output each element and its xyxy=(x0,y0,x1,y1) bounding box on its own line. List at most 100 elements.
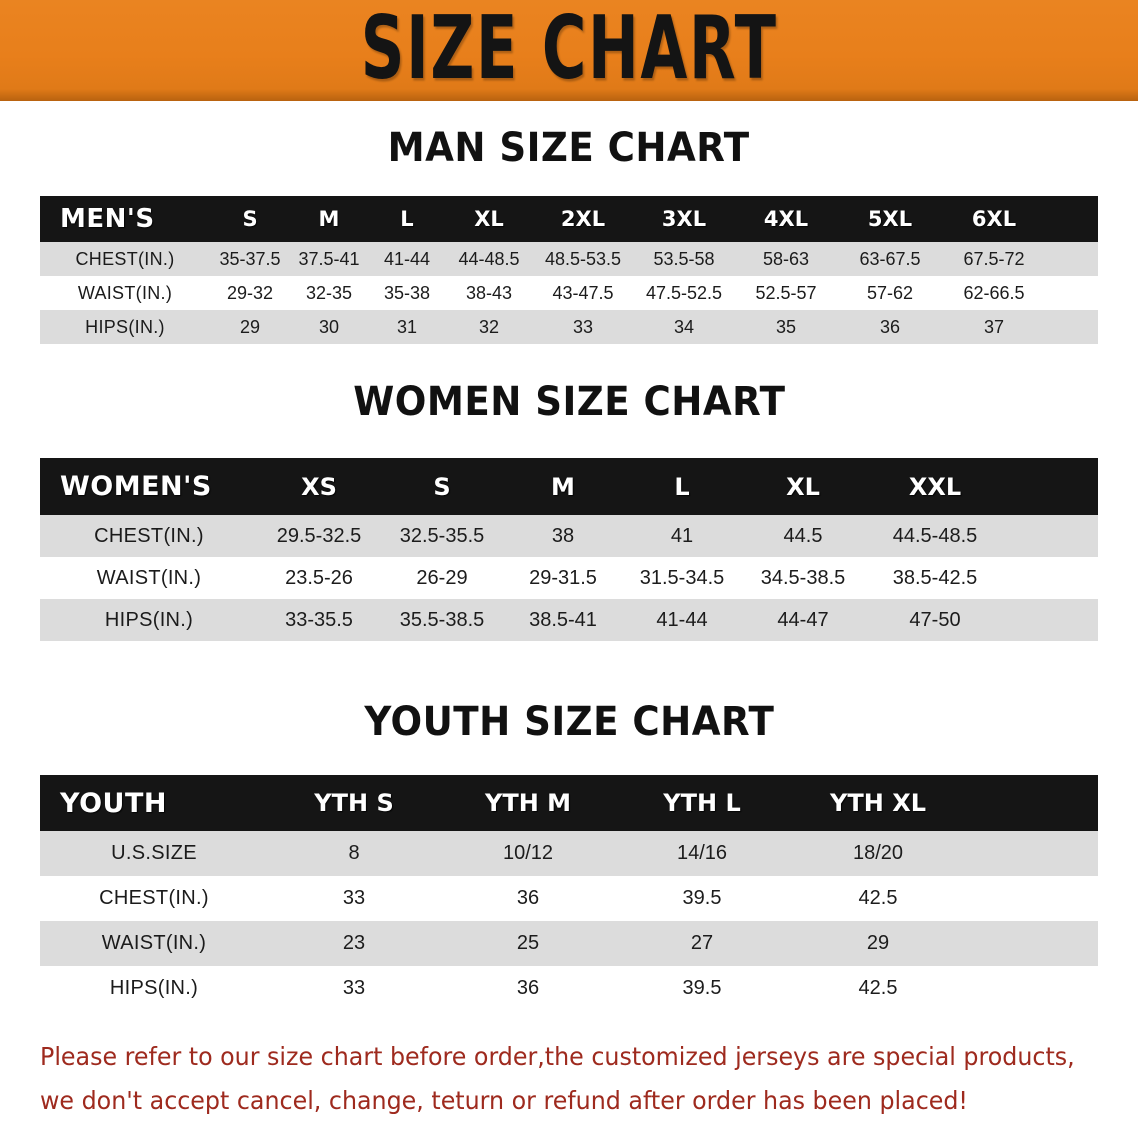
youth-col-header-yth-s: YTH S xyxy=(314,789,394,817)
women-chest-s: 32.5-35.5 xyxy=(399,524,485,547)
women-col-header-xxl: XXL xyxy=(908,472,962,501)
women-col-header-s: S xyxy=(433,472,451,501)
men-chest-l: 41-44 xyxy=(383,248,431,269)
men-chest-2xl: 48.5-53.5 xyxy=(544,248,622,269)
footer-disclaimer: Please refer to our size chart before or… xyxy=(40,1035,1100,1123)
men-chest-3xl: 53.5-58 xyxy=(653,248,715,269)
women-chest-spacer xyxy=(1006,515,1098,557)
men-col-header-m: M xyxy=(318,207,340,231)
youth-waist-yth-s: 23 xyxy=(342,932,366,954)
youth-chest-yth-m: 36 xyxy=(516,887,540,909)
men-chest-spacer xyxy=(1046,242,1098,276)
women-hips-xxl: 47-50 xyxy=(909,608,961,631)
youth-chest-spacer xyxy=(968,876,1098,921)
men-hips-2xl: 33 xyxy=(572,316,594,337)
table-row: WAIST(IN.) 23 25 27 29 xyxy=(40,921,1098,966)
women-row-label-waist: WAIST(IN.) xyxy=(96,566,202,589)
men-size-table: MEN'S S M L XL 2XL 3XL 4XL 5XL 6XL CHEST… xyxy=(40,196,1098,344)
youth-table-header-row: YOUTH YTH S YTH M YTH L YTH XL xyxy=(40,775,1098,831)
women-col-header-m: M xyxy=(551,472,575,501)
youth-col-header-yth-l: YTH L xyxy=(663,789,741,817)
men-hips-m: 30 xyxy=(318,316,340,337)
women-waist-s: 26-29 xyxy=(416,566,468,589)
men-hips-l: 31 xyxy=(396,316,418,337)
youth-col-header-yth-xl: YTH XL xyxy=(830,789,926,817)
men-waist-2xl: 43-47.5 xyxy=(552,282,614,303)
men-chest-xl: 44-48.5 xyxy=(458,248,520,269)
men-hips-5xl: 36 xyxy=(879,316,901,337)
men-col-header-spacer xyxy=(1046,196,1098,242)
men-hips-xl: 32 xyxy=(478,316,500,337)
youth-hips-yth-xl: 42.5 xyxy=(858,977,898,999)
man-section-title-text: MAN SIZE CHART xyxy=(388,125,750,171)
men-waist-spacer xyxy=(1046,276,1098,310)
youth-ussize-yth-m: 10/12 xyxy=(502,842,554,864)
women-section-title-text: WOMEN SIZE CHART xyxy=(352,379,786,425)
table-row: U.S.SIZE 8 10/12 14/16 18/20 xyxy=(40,831,1098,876)
men-hips-6xl: 37 xyxy=(983,316,1005,337)
men-hips-3xl: 34 xyxy=(673,316,695,337)
youth-waist-yth-l: 27 xyxy=(690,932,714,954)
men-col-header-4xl: 4XL xyxy=(763,207,809,231)
youth-hips-spacer xyxy=(968,966,1098,1011)
youth-waist-yth-m: 25 xyxy=(516,932,540,954)
men-chest-4xl: 58-63 xyxy=(762,248,810,269)
women-table-header-row: WOMEN'S XS S M L XL XXL xyxy=(40,458,1098,515)
women-waist-xxl: 38.5-42.5 xyxy=(892,566,978,589)
women-hips-xs: 33-35.5 xyxy=(285,608,353,631)
men-col-header-3xl: 3XL xyxy=(661,207,707,231)
youth-chest-yth-xl: 42.5 xyxy=(858,887,898,909)
men-chest-s: 35-37.5 xyxy=(219,248,281,269)
page-banner: SIZE CHART xyxy=(0,0,1138,101)
men-chest-m: 37.5-41 xyxy=(298,248,360,269)
women-chest-l: 41 xyxy=(670,524,694,547)
women-chest-xxl: 44.5-48.5 xyxy=(892,524,978,547)
banner-title: SIZE CHART xyxy=(360,0,778,99)
table-row: CHEST(IN.) 35-37.5 37.5-41 41-44 44-48.5… xyxy=(40,242,1098,276)
youth-col-header-yth-m: YTH M xyxy=(484,789,572,817)
men-waist-6xl: 62-66.5 xyxy=(963,282,1025,303)
men-table-header-row: MEN'S S M L XL 2XL 3XL 4XL 5XL 6XL xyxy=(40,196,1098,242)
men-row-label-waist: WAIST(IN.) xyxy=(77,282,173,303)
youth-section-title-text: YOUTH SIZE CHART xyxy=(364,699,774,745)
youth-ussize-yth-xl: 18/20 xyxy=(852,842,904,864)
men-col-header-5xl: 5XL xyxy=(867,207,913,231)
table-row: CHEST(IN.) 29.5-32.5 32.5-35.5 38 41 44.… xyxy=(40,515,1098,557)
youth-size-table: YOUTH YTH S YTH M YTH L YTH XL U.S.SIZE … xyxy=(40,775,1098,1011)
men-row-label-hips: HIPS(IN.) xyxy=(85,316,165,337)
youth-row-label-hips: HIPS(IN.) xyxy=(109,977,199,999)
women-waist-l: 31.5-34.5 xyxy=(639,566,725,589)
women-waist-xl: 34.5-38.5 xyxy=(760,566,846,589)
table-row: HIPS(IN.) 29 30 31 32 33 34 35 36 37 xyxy=(40,310,1098,344)
women-chest-xl: 44.5 xyxy=(783,524,823,547)
women-col-header-xl: XL xyxy=(786,472,820,501)
youth-waist-yth-xl: 29 xyxy=(866,932,890,954)
women-section-title: WOMEN SIZE CHART xyxy=(0,379,1138,425)
men-col-header-l: L xyxy=(400,207,414,231)
footer-disclaimer-line-1: Please refer to our size chart before or… xyxy=(40,1042,1075,1071)
women-row-label-chest: CHEST(IN.) xyxy=(94,524,204,547)
women-chest-xs: 29.5-32.5 xyxy=(276,524,362,547)
table-row: CHEST(IN.) 33 36 39.5 42.5 xyxy=(40,876,1098,921)
youth-hips-yth-s: 33 xyxy=(342,977,366,999)
youth-chest-yth-l: 39.5 xyxy=(682,887,722,909)
men-waist-m: 32-35 xyxy=(305,282,353,303)
men-col-header-6xl: 6XL xyxy=(971,207,1017,231)
women-waist-m: 29-31.5 xyxy=(529,566,597,589)
men-row-label-chest: CHEST(IN.) xyxy=(75,248,175,269)
youth-chest-yth-s: 33 xyxy=(342,887,366,909)
youth-hips-yth-l: 39.5 xyxy=(682,977,722,999)
youth-waist-spacer xyxy=(968,921,1098,966)
table-row: WAIST(IN.) 23.5-26 26-29 29-31.5 31.5-34… xyxy=(40,557,1098,599)
women-hips-xl: 44-47 xyxy=(777,608,829,631)
women-chest-m: 38 xyxy=(551,524,575,547)
men-chest-5xl: 63-67.5 xyxy=(859,248,921,269)
women-size-table: WOMEN'S XS S M L XL XXL CHEST(IN.) 29.5-… xyxy=(40,458,1098,641)
youth-ussize-yth-l: 14/16 xyxy=(676,842,728,864)
man-section-title: MAN SIZE CHART xyxy=(0,125,1138,171)
women-hips-spacer xyxy=(1006,599,1098,641)
women-col-header-spacer xyxy=(1006,458,1098,515)
youth-row-label-chest: CHEST(IN.) xyxy=(99,887,209,909)
youth-hips-yth-m: 36 xyxy=(516,977,540,999)
